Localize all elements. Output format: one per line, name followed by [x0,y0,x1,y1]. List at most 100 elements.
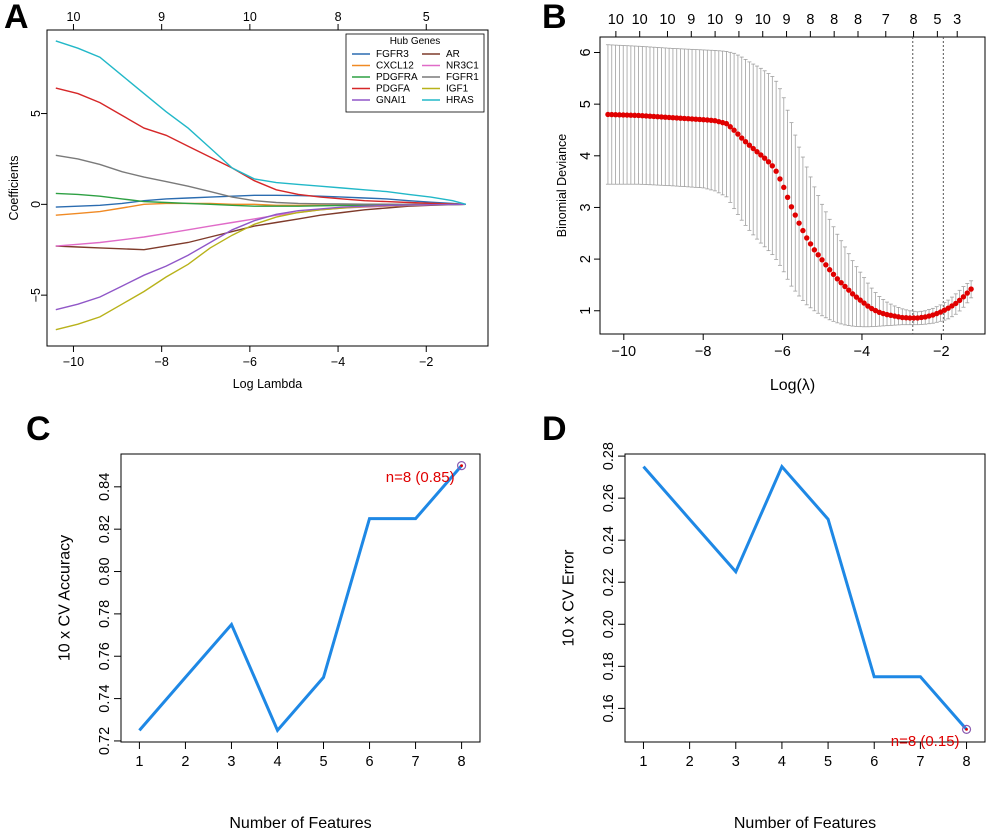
cv-line [138,464,463,734]
deviance-point [968,286,974,292]
coef-path-ar [55,203,466,251]
x-tick-label: 2 [181,754,189,770]
legend-box [345,33,485,113]
y-axis-label: Coefficients [7,155,21,220]
legend-entry: FGFR3 [376,49,409,60]
y-tick-label: 0.22 [601,568,617,596]
legend-entry: GNAI1 [376,95,406,106]
deviance-point [960,294,967,300]
y-axis-label: 10 x CV Error [561,549,578,647]
deviance-point [696,116,703,123]
x-tick-label: 3 [227,754,235,770]
y-tick-label: 5 [578,100,594,108]
y-tick-label: 0.16 [601,694,617,722]
best-point-annotation: n=8 (0.15) [891,733,960,750]
deviance-point [616,112,623,118]
y-tick-label: 0.28 [601,442,617,470]
coef-path-pdgfa [55,87,466,205]
top-tick-label: 9 [735,12,743,28]
deviance-point [605,111,611,118]
deviance-point [838,279,844,286]
deviance-point [792,212,798,218]
coef-path-fgfr3 [55,194,466,208]
deviance-point [911,315,917,321]
deviance-point [964,290,970,296]
deviance-point [907,315,913,321]
deviance-point [765,159,772,165]
top-tick-label: 10 [67,10,81,24]
panel-b-letter: B [542,0,567,36]
x-axis-label: Number of Features [229,815,371,832]
y-tick-label: 0 [29,201,43,208]
x-tick-label: 2 [686,754,694,770]
deviance-point [784,194,791,201]
legend-title: Hub Genes [390,36,441,47]
panel-a-letter: A [4,0,29,36]
top-tick-label: 8 [335,10,342,24]
deviance-point [654,113,661,120]
deviance-point [624,112,630,118]
x-tick-label: 5 [319,754,327,770]
x-tick-label: −6 [774,344,791,360]
panel-b-cv-deviance: −10 −8 −6 −4 −210 10 10 9 10 9 10 9 8 8 8 7 8 5 3123456Log… [555,12,986,394]
plot-frame [46,29,489,347]
y-tick-label: 0.26 [601,484,617,512]
plot-frame [599,36,986,335]
deviance-point [788,204,795,210]
deviance-point [849,291,856,297]
deviance-point [689,116,695,122]
coef-path-hras [55,40,467,205]
x-tick-label: 7 [916,754,924,770]
x-tick-label: 5 [824,754,832,770]
x-tick-label: −2 [419,355,433,369]
panel-a-coefficient-paths: −10 −8 −6 −4 −2 10 9 10 8 5 −5 0 5 Log Lambda Coeffici… [7,10,489,391]
deviance-point [674,115,680,121]
deviance-point [628,112,634,118]
x-tick-label: −10 [63,355,84,369]
top-tick-label: 3 [953,12,961,28]
deviance-point [612,112,619,118]
deviance-point [773,168,779,174]
best-point-marker [961,724,972,734]
deviance-point [727,124,733,130]
y-tick-label: −5 [29,288,43,302]
deviance-point [769,163,776,169]
y-tick-label: 0.78 [97,600,113,628]
y-tick-label: 0.72 [97,727,113,755]
deviance-point [742,139,749,145]
deviance-point [826,267,833,273]
top-tick-label: 7 [882,12,890,28]
deviance-point [758,152,764,158]
x-tick-label: −4 [331,355,345,369]
panel-d-letter: D [542,410,567,448]
deviance-point [658,114,665,120]
top-tick-label: 9 [158,10,165,24]
deviance-point [834,276,841,282]
top-tick-label: 10 [707,12,723,28]
y-tick-label: 6 [578,48,594,56]
plot-frame [120,453,481,743]
x-tick-label: 7 [412,754,420,770]
deviance-point [670,114,676,121]
top-tick-label: 9 [687,12,695,28]
deviance-point [949,303,955,309]
deviance-point [956,297,963,303]
best-point-dot [460,464,463,468]
deviance-point [639,112,646,119]
x-axis-label: Number of Features [734,815,876,832]
legend-entry: FGFR1 [446,72,479,83]
legend-entry: CXCL12 [376,61,414,72]
top-tick-label: 10 [659,12,675,28]
x-axis-label: Log Lambda [233,377,303,391]
panel-d-cv-error: 1 2 3 4 5 6 7 8 0.16 0.18 0.20 0.22 0.24 0.26 0.28 Numb… [561,442,986,832]
deviance-point [635,112,642,119]
legend-entry: IGF1 [446,84,469,95]
y-tick-label: 0.76 [97,642,113,670]
deviance-point [903,315,909,321]
deviance-point [865,303,871,309]
x-tick-label: −4 [854,344,871,360]
top-tick-label: 8 [830,12,838,28]
deviance-point [735,131,741,137]
deviance-point [857,297,863,303]
top-tick-label: 5 [933,12,941,28]
